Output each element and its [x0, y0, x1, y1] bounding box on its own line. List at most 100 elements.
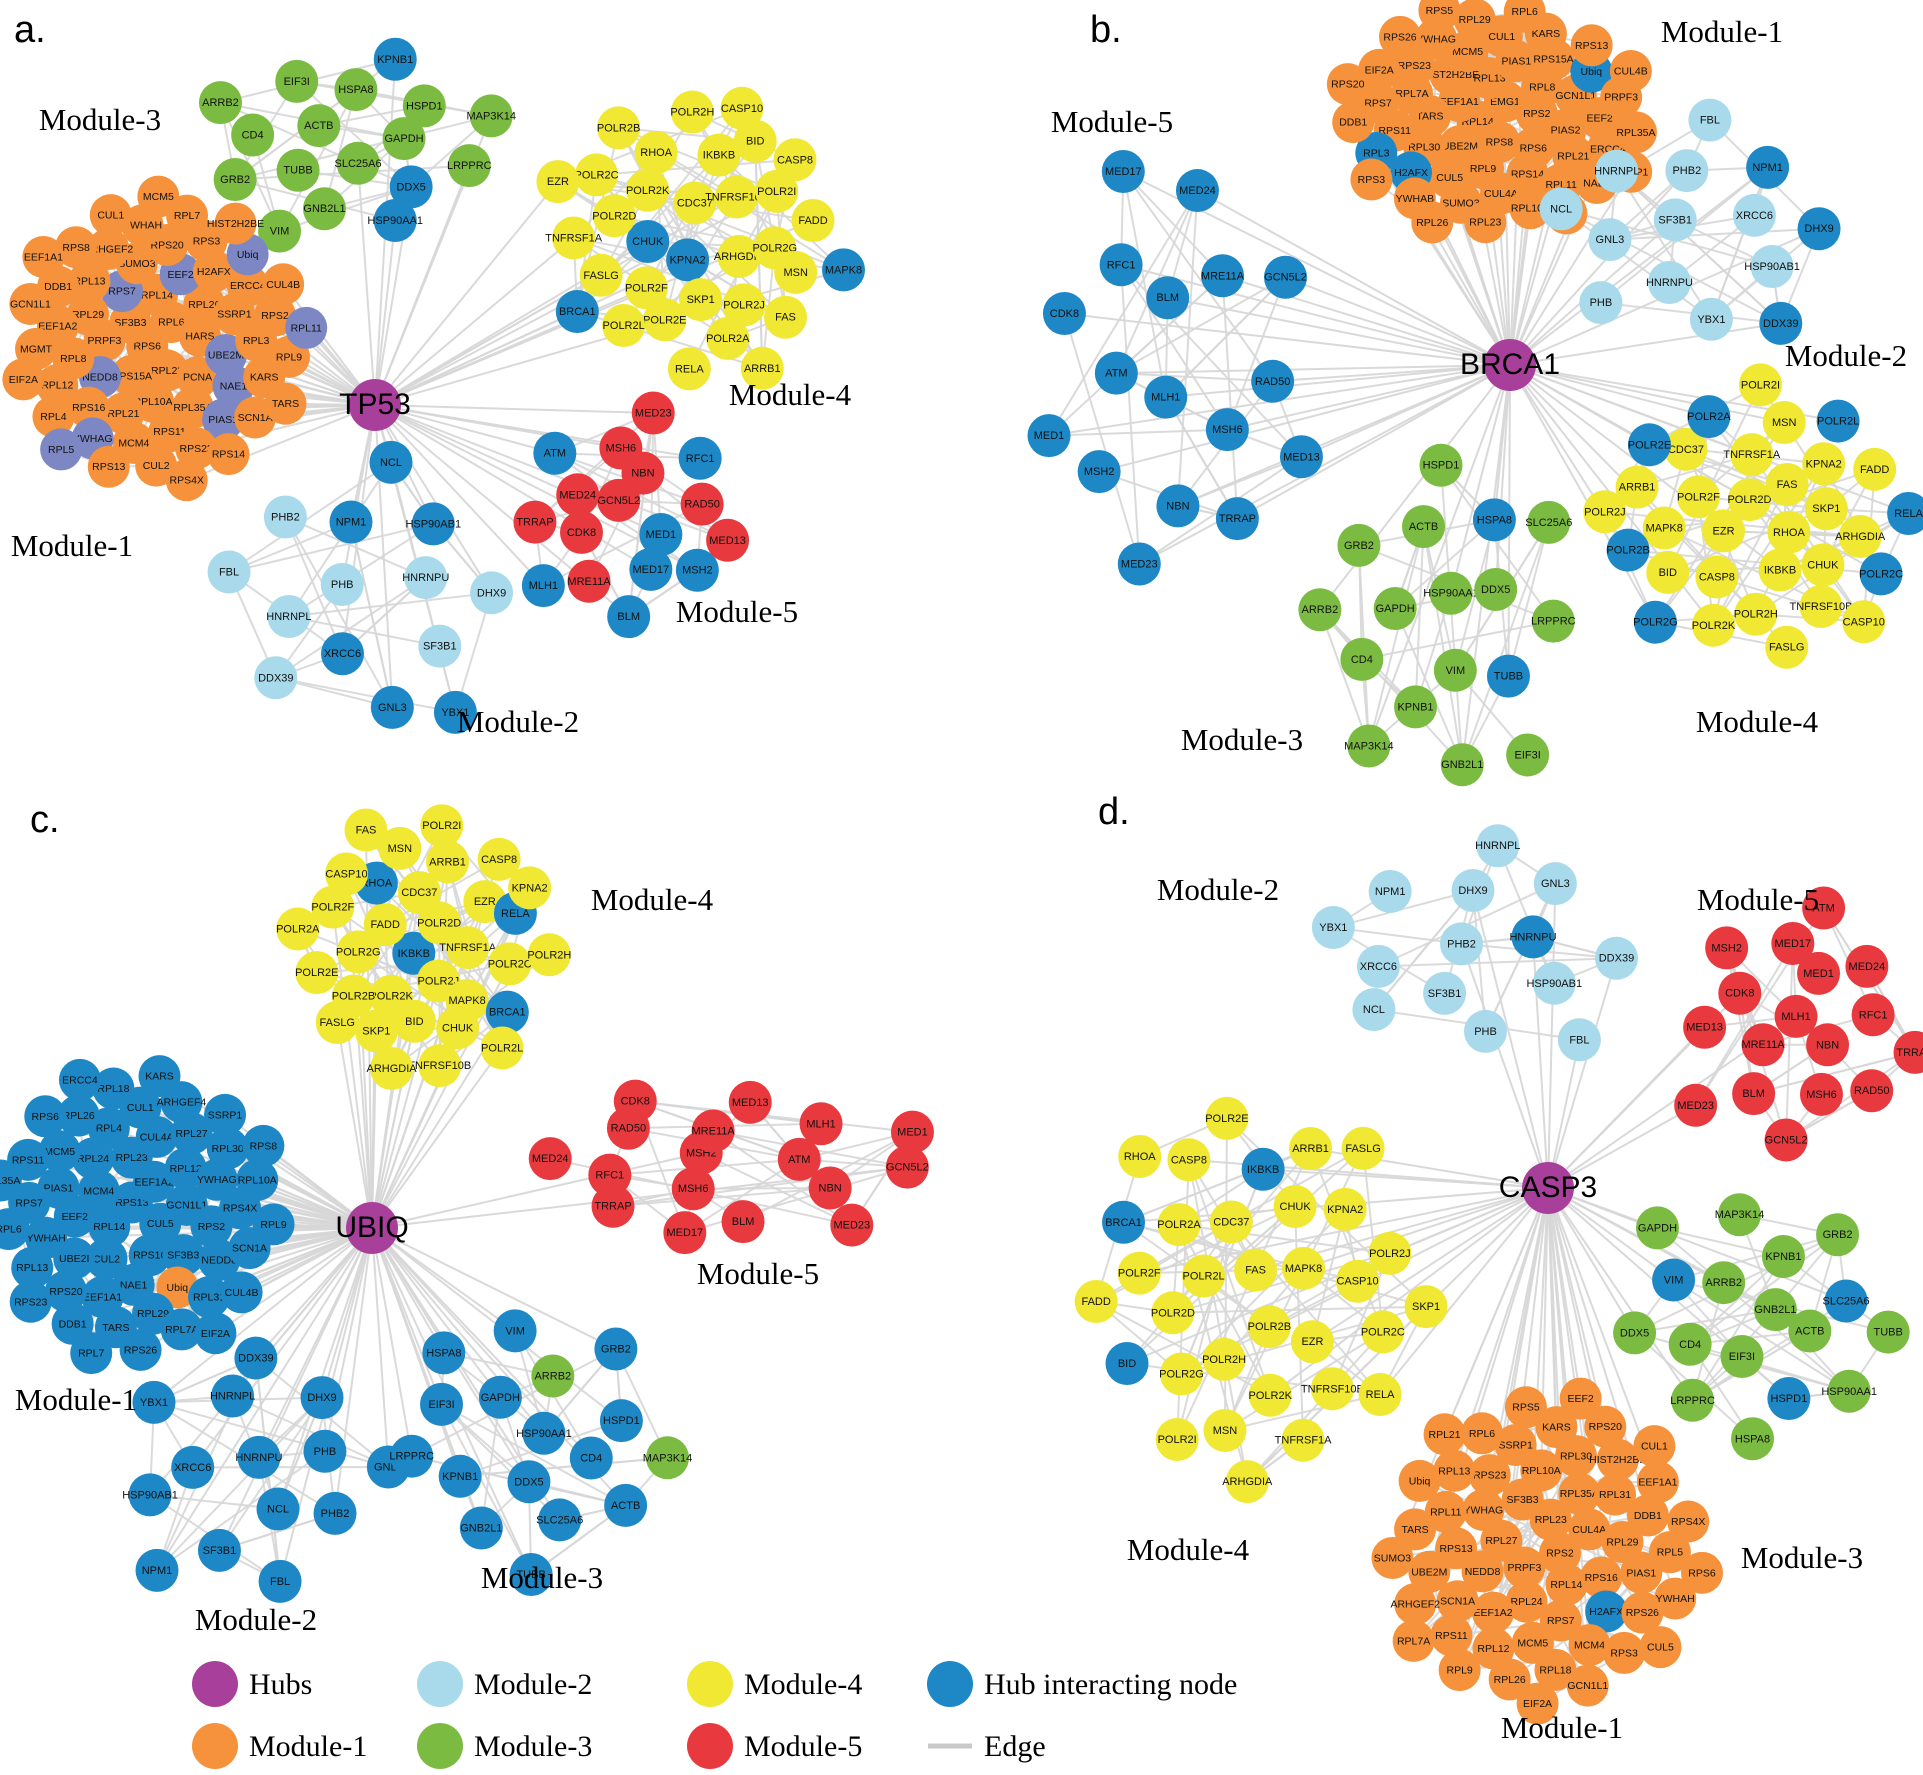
node-HNRNPU: HNRNPU: [235, 1435, 283, 1479]
node-label: EIF3I: [428, 1399, 454, 1411]
node-MED13: MED13: [728, 1080, 772, 1124]
node-VIM: VIM: [493, 1309, 537, 1353]
node-EIF2A: EIF2A: [1358, 48, 1401, 91]
module-module-4-panel-1: POLR2D RHOA EZR FAS IKBKB POLR2F SKP1 CASP8 TNFR…: [1583, 363, 1923, 669]
node-HSPD1: HSPD1: [1419, 443, 1463, 487]
node-DDX5: DDX5: [507, 1460, 551, 1504]
node-FAS: FAS: [763, 295, 807, 339]
node-BID: BID: [1105, 1342, 1149, 1386]
node-RPL26: RPL26: [1488, 1658, 1531, 1701]
node-label: SUMO3: [1374, 1552, 1412, 1564]
node-label: RFC1: [595, 1170, 624, 1182]
node-label: RPS3: [1358, 174, 1386, 186]
legend-item-edge: Edge: [928, 1730, 1046, 1763]
node-POLR2A: POLR2A: [1157, 1203, 1201, 1247]
node-label: RPS2: [198, 1221, 226, 1233]
node-label: RPS26: [1383, 31, 1416, 43]
node-label: EEF1A1: [1440, 96, 1479, 108]
node-label: BID: [1659, 567, 1677, 579]
node-label: GCN5L2: [597, 495, 640, 507]
panel-letter: b.: [1090, 9, 1122, 51]
node-label: MSH6: [606, 443, 637, 455]
node-label: DDX39: [258, 672, 293, 684]
node-FADD: FADD: [1074, 1280, 1118, 1324]
node-label: MCM4: [83, 1186, 114, 1198]
node-Ubiq: Ubiq: [1398, 1459, 1441, 1502]
module-module-5-panel-3: MLH1 NBN MRE11A MED1 MSH6 CDK8 RFC1 BLM MED17 RAD…: [1674, 886, 1923, 1162]
node-label: RPS23: [1398, 60, 1431, 72]
node-CUL1: CUL1: [89, 194, 132, 237]
node-label: H2AFX: [197, 266, 231, 278]
node-label: HNRNPU: [402, 572, 449, 584]
node-IKBKB: IKBKB: [1758, 548, 1802, 592]
hub-label: UBIQ: [335, 1211, 408, 1244]
node-label: YBX1: [140, 1397, 168, 1409]
node-ARRB1: ARRB1: [1615, 465, 1659, 509]
node-label: GCN1L1: [166, 1200, 207, 1212]
node-label: RPS20: [1331, 79, 1364, 91]
node-label: MED24: [559, 489, 596, 501]
node-label: RPL6: [1469, 1428, 1495, 1440]
node-BRCA1: BRCA1: [555, 290, 599, 334]
node-RHOA: RHOA: [634, 131, 678, 175]
node-RPL6: RPL6: [1503, 0, 1546, 33]
node-POLR2D: POLR2D: [1727, 478, 1772, 522]
node-label: MCM5: [143, 191, 174, 203]
node-MED17: MED17: [1101, 150, 1145, 194]
node-RPS16: RPS16: [67, 386, 110, 429]
node-EZR: EZR: [1290, 1320, 1334, 1364]
node-TNFRSF1A: TNFRSF1A: [439, 926, 497, 970]
node-POLR2K: POLR2K: [1249, 1373, 1293, 1417]
node-HIST2H2BE: HIST2H2BE: [1589, 1438, 1646, 1481]
node-label: BID: [746, 136, 764, 148]
node-label: HNRNPU: [1509, 931, 1556, 943]
node-label: EEF1A1: [24, 251, 63, 263]
node-label: MED23: [1121, 558, 1158, 570]
node-label: HSPA8: [1735, 1433, 1770, 1445]
module-caption-module-5: Module-5: [676, 594, 798, 629]
node-label: RPL13: [1438, 1465, 1470, 1477]
node-MAP3K14: MAP3K14: [643, 1436, 692, 1480]
node-label: TARS: [102, 1322, 129, 1334]
node-MSH2: MSH2: [1077, 450, 1121, 494]
node-label: PRPF3: [88, 335, 122, 347]
node-label: TNFRSF10B: [705, 192, 768, 204]
node-label: HSP90AB1: [405, 518, 461, 530]
node-label: PCNA: [183, 372, 212, 384]
node-label: ARHGDIA: [1222, 1476, 1273, 1488]
node-label: DDX5: [1620, 1327, 1649, 1339]
node-label: MRE11A: [1741, 1039, 1785, 1051]
node-RPL27: RPL27: [1480, 1519, 1523, 1562]
node-label: MCM5: [1452, 46, 1483, 58]
node-label: RPL26: [188, 299, 220, 311]
node-RPL31: RPL31: [1594, 1473, 1637, 1516]
node-BRCA1: BRCA1: [1102, 1200, 1146, 1244]
node-label: POLR2J: [1369, 1248, 1411, 1260]
node-label: NCL: [1363, 1004, 1385, 1016]
node-RPS26: RPS26: [1621, 1591, 1664, 1634]
node-RPS5: RPS5: [1418, 0, 1461, 32]
legend-color-swatch: [687, 1723, 733, 1769]
node-CASP10: CASP10: [1842, 600, 1886, 644]
node-label: HSPA8: [1477, 514, 1512, 526]
node-label: POLR2J: [1584, 506, 1626, 518]
node-label: BLM: [732, 1216, 755, 1228]
node-TNFRSF10B: TNFRSF10B: [705, 175, 768, 219]
node-label: PHB2: [1447, 938, 1476, 950]
node-HNRNPL: HNRNPL: [1475, 824, 1520, 868]
node-MSH2: MSH2: [675, 548, 719, 592]
text-layer: Module-3 Module-4 Module-1 Module-2 Module-5…: [11, 9, 1907, 1745]
node-HSP90AA1: HSP90AA1: [516, 1411, 572, 1455]
node-MED24: MED24: [1845, 944, 1889, 988]
node-MED1: MED1: [890, 1110, 934, 1154]
node-RPS23: RPS23: [175, 427, 218, 470]
node-YBX1: YBX1: [1689, 297, 1733, 341]
node-label: MSN: [1772, 417, 1797, 429]
node-label: POLR2L: [1182, 1270, 1224, 1282]
node-POLR2C: POLR2C: [1361, 1310, 1405, 1354]
node-CUL4B: CUL4B: [220, 1271, 263, 1314]
node-NBN: NBN: [808, 1166, 852, 1210]
node-label: YWHAH: [1656, 1593, 1695, 1605]
node-label: FADD: [371, 919, 400, 931]
node-label: UBE2M: [208, 350, 244, 362]
